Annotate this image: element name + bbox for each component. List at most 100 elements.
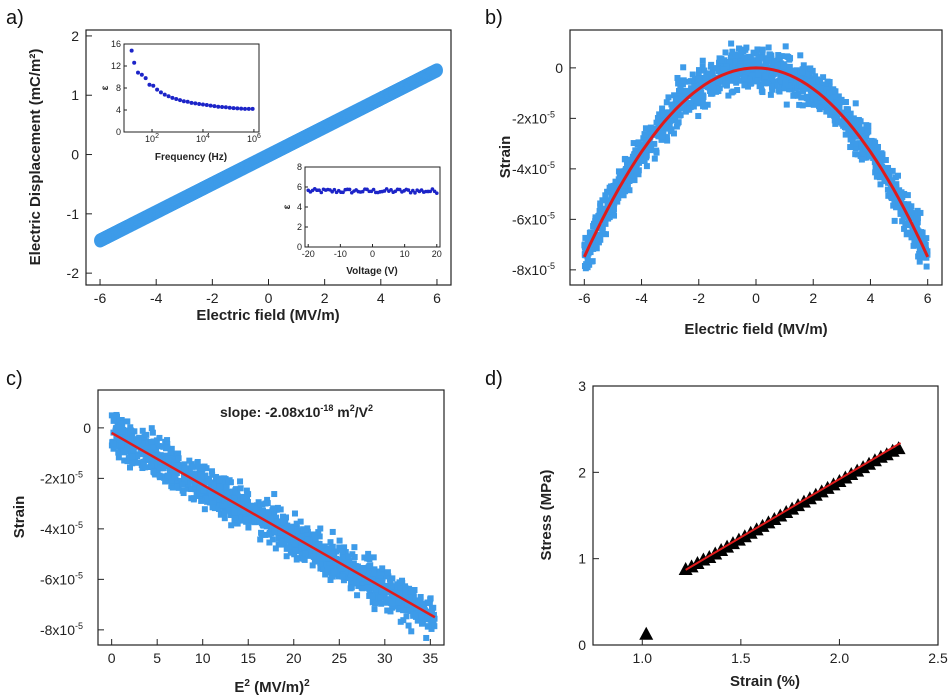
data-point — [166, 468, 173, 475]
x-tick-label: 2.5 — [928, 650, 948, 666]
y-tick-label: -8x10-5 — [512, 261, 555, 278]
data-point — [162, 456, 169, 463]
data-point — [859, 148, 866, 155]
inset-frequency-point — [170, 95, 175, 100]
data-point — [668, 126, 675, 133]
data-point — [269, 536, 276, 543]
data-point — [229, 488, 236, 495]
data-point — [277, 541, 284, 548]
data-point — [417, 597, 424, 604]
y-tick-label: 0 — [71, 147, 79, 163]
data-point — [273, 514, 280, 521]
data-point — [656, 111, 663, 118]
data-point — [754, 77, 761, 84]
data-point — [348, 578, 355, 585]
data-point-triangle — [826, 477, 841, 491]
data-point — [699, 63, 706, 70]
data-point — [794, 92, 801, 99]
data-point — [402, 587, 409, 594]
data-point — [410, 593, 417, 600]
inset-frequency-point — [197, 101, 202, 106]
data-point — [807, 78, 814, 85]
panel-d-points — [639, 441, 906, 640]
data-point — [643, 163, 650, 170]
data-point — [904, 192, 911, 199]
data-point — [247, 503, 254, 510]
data-point — [597, 236, 604, 243]
y-tick-label: 8 — [116, 83, 121, 93]
data-point — [740, 48, 747, 55]
data-point — [390, 598, 397, 605]
data-point — [698, 89, 705, 96]
data-point — [281, 541, 288, 548]
data-point — [397, 585, 404, 592]
data-point — [310, 553, 317, 560]
data-point — [786, 55, 793, 62]
data-point — [245, 491, 252, 498]
data-point — [796, 78, 803, 85]
data-point — [650, 127, 657, 134]
data-point — [777, 72, 784, 79]
data-point — [168, 477, 175, 484]
data-point — [682, 108, 689, 115]
data-point — [201, 506, 208, 513]
data-point — [701, 67, 708, 74]
data-point — [895, 190, 902, 197]
data-point — [353, 579, 360, 586]
data-point — [653, 147, 660, 154]
inset-voltage-point — [347, 187, 352, 192]
data-point — [879, 163, 886, 170]
data-point — [194, 476, 201, 483]
data-point — [113, 411, 120, 418]
data-point — [115, 454, 122, 461]
data-point — [805, 101, 812, 108]
inset-voltage-point — [389, 188, 393, 192]
fit-line — [685, 442, 902, 571]
data-point — [257, 501, 264, 508]
x-tick-label: -20 — [302, 249, 315, 259]
y-tick-label: 4 — [116, 105, 121, 115]
data-point — [786, 63, 793, 70]
data-point — [841, 124, 848, 131]
data-point — [665, 109, 672, 116]
data-point — [659, 118, 666, 125]
data-point — [279, 513, 286, 520]
data-point-triangle — [820, 480, 835, 494]
data-point — [832, 115, 839, 122]
data-point — [262, 500, 269, 507]
data-point — [737, 55, 744, 62]
inset-frequency-ylabel: ε — [100, 85, 111, 90]
data-point — [673, 123, 680, 130]
data-point — [810, 101, 817, 108]
data-point — [683, 87, 690, 94]
data-point — [340, 577, 347, 584]
data-point — [341, 544, 348, 551]
data-point — [123, 444, 130, 451]
data-point — [394, 581, 401, 588]
data-point — [647, 141, 654, 148]
data-point — [686, 106, 693, 113]
data-point — [231, 495, 238, 502]
data-point — [149, 429, 156, 436]
data-point — [916, 250, 923, 257]
data-point — [774, 62, 781, 69]
data-point — [758, 81, 765, 88]
data-point — [229, 491, 236, 498]
data-point — [705, 84, 712, 91]
x-tick-label: 4 — [867, 290, 875, 306]
data-point — [582, 234, 589, 241]
data-point — [417, 594, 424, 601]
data-point — [875, 155, 882, 162]
data-point — [139, 427, 146, 434]
y-tick-label: 2 — [297, 222, 302, 232]
data-point — [212, 484, 219, 491]
y-tick-label: -4x10-5 — [40, 520, 83, 537]
panel-label-c: c) — [6, 368, 23, 390]
data-point — [584, 252, 591, 259]
data-point — [266, 531, 273, 538]
data-point — [175, 465, 182, 472]
data-point — [891, 217, 898, 224]
y-tick-label: 0 — [116, 127, 121, 137]
data-point — [912, 210, 919, 217]
data-point — [586, 249, 593, 256]
